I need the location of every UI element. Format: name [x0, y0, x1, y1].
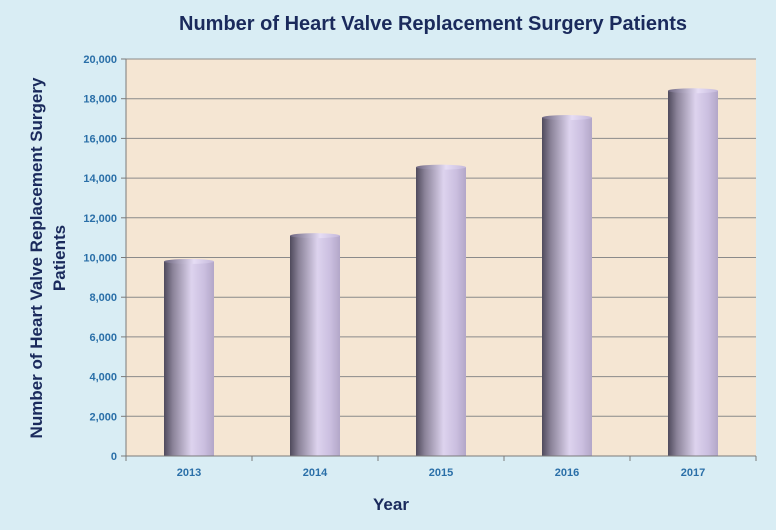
- chart-title: Number of Heart Valve Replacement Surger…: [179, 13, 687, 35]
- y-tick-label: 6,000: [89, 332, 117, 344]
- bar-2017: [668, 90, 718, 456]
- bar-2014: [290, 235, 340, 456]
- y-tick-label: 12,000: [83, 213, 117, 225]
- bar-cap-2017: [668, 88, 718, 94]
- x-axis-ticks: 2013 2014 2015 2016 2017: [125, 456, 757, 479]
- y-axis-title-line-1: Number of Heart Valve Replacement Surger…: [27, 77, 46, 438]
- x-tick-label: 2013: [177, 467, 201, 479]
- bar-2013: [164, 261, 214, 456]
- bars: [164, 88, 718, 457]
- bar-2015: [416, 167, 466, 456]
- y-axis-title-line-2: Patients: [50, 225, 69, 291]
- y-tick-label: 2,000: [89, 411, 117, 423]
- bar-2016: [542, 117, 592, 457]
- bar-cap-2014: [290, 233, 340, 239]
- y-tick-label: 8,000: [89, 292, 117, 304]
- y-axis-ticks: 0 2,000 4,000 6,000 8,000 10,000 12,000 14,000 1…: [83, 54, 126, 463]
- x-tick-label: 2014: [303, 467, 328, 479]
- y-tick-label: 10,000: [83, 253, 117, 265]
- x-tick-label: 2015: [429, 467, 453, 479]
- y-tick-label: 4,000: [89, 372, 117, 384]
- bar-cap-2016: [542, 115, 592, 121]
- bar-cap-2013: [164, 258, 214, 264]
- x-axis-title: Year: [373, 495, 409, 514]
- y-tick-label: 16,000: [83, 133, 117, 145]
- bar-cap-2015: [416, 164, 466, 170]
- y-tick-label: 20,000: [83, 54, 117, 66]
- y-tick-label: 0: [111, 451, 117, 463]
- y-tick-label: 18,000: [83, 94, 117, 106]
- x-tick-label: 2016: [555, 467, 579, 479]
- y-tick-label: 14,000: [83, 173, 117, 185]
- x-tick-label: 2017: [681, 467, 705, 479]
